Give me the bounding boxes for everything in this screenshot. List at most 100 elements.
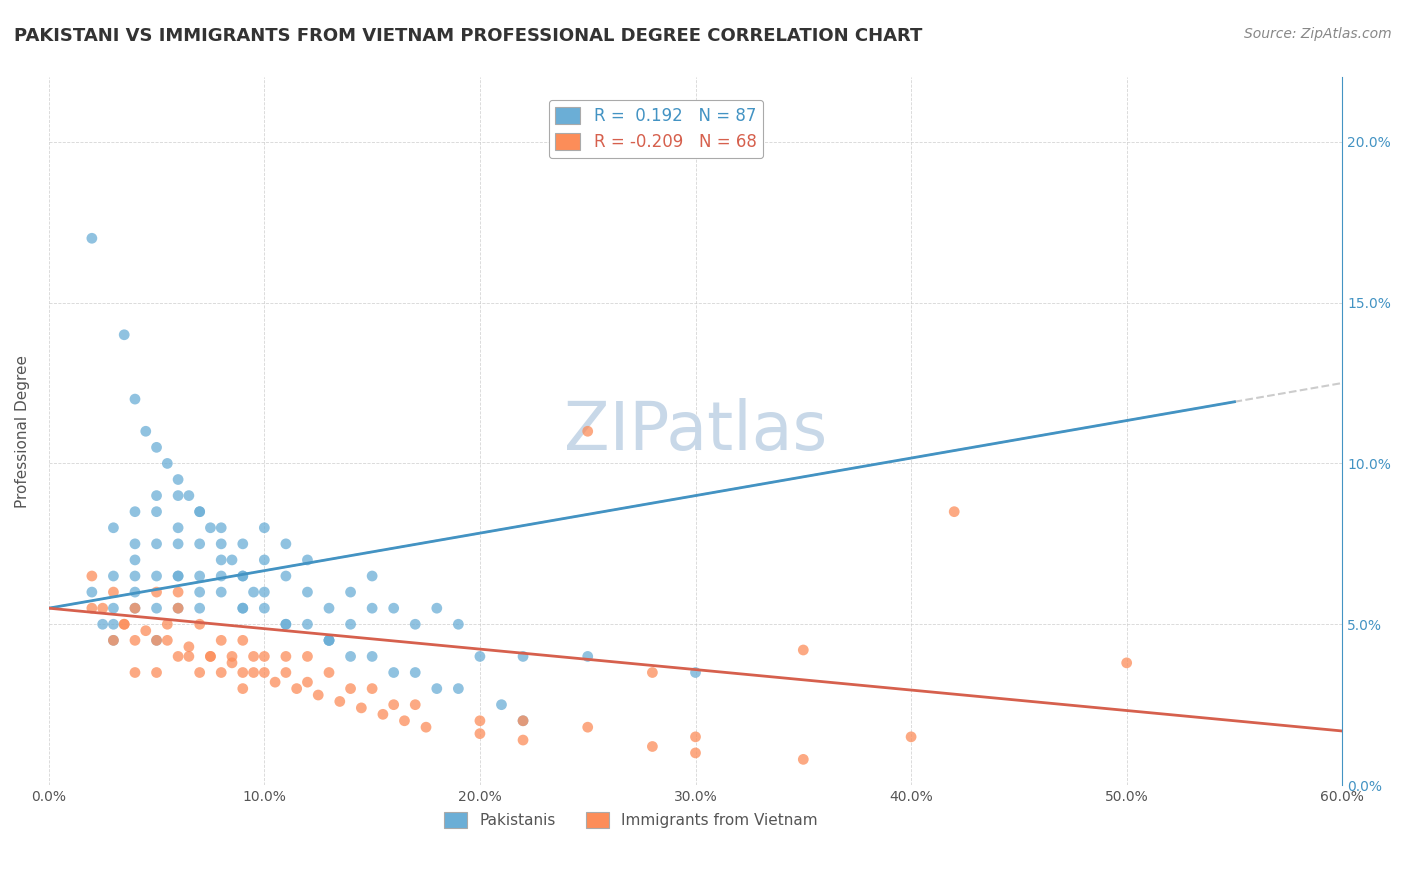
Point (167, 521, 190, 535)
Point (167, 489, 190, 503)
Point (943, 505, 966, 519)
Point (188, 585, 211, 599)
Point (274, 617, 297, 632)
Point (297, 617, 319, 632)
Point (232, 601, 254, 615)
Point (145, 665, 167, 680)
Point (404, 665, 426, 680)
Point (112, 617, 135, 632)
Point (274, 569, 297, 583)
Point (274, 649, 297, 664)
Point (145, 633, 167, 648)
Point (209, 665, 232, 680)
Point (145, 585, 167, 599)
Point (350, 701, 373, 715)
Point (242, 649, 264, 664)
Point (512, 733, 534, 747)
Point (135, 624, 157, 638)
Point (221, 553, 243, 567)
Point (382, 665, 405, 680)
Point (135, 424, 157, 438)
Point (209, 569, 232, 583)
Legend: Pakistanis, Immigrants from Vietnam: Pakistanis, Immigrants from Vietnam (437, 805, 824, 834)
Point (512, 649, 534, 664)
Point (297, 585, 319, 599)
Point (404, 617, 426, 632)
Point (285, 681, 308, 696)
Point (145, 537, 167, 551)
Point (91, 601, 114, 615)
Point (404, 698, 426, 712)
Point (103, 633, 125, 648)
Point (103, 633, 125, 648)
Point (103, 569, 125, 583)
Y-axis label: Professional Degree: Professional Degree (15, 355, 30, 508)
Point (80, 601, 103, 615)
Point (124, 537, 146, 551)
Point (318, 601, 340, 615)
Point (124, 392, 146, 406)
Point (318, 633, 340, 648)
Point (124, 505, 146, 519)
Point (274, 617, 297, 632)
Point (188, 537, 211, 551)
Point (307, 688, 329, 702)
Point (253, 649, 276, 664)
Point (447, 681, 470, 696)
Point (274, 665, 297, 680)
Point (253, 601, 276, 615)
Point (209, 537, 232, 551)
Point (209, 585, 232, 599)
Point (318, 633, 340, 648)
Point (339, 681, 361, 696)
Point (232, 681, 254, 696)
Point (112, 327, 135, 342)
Point (103, 521, 125, 535)
Point (209, 521, 232, 535)
Point (156, 457, 179, 471)
Point (221, 656, 243, 670)
Point (361, 601, 384, 615)
Point (382, 601, 405, 615)
Point (124, 601, 146, 615)
Point (242, 585, 264, 599)
Point (900, 730, 922, 744)
Point (145, 505, 167, 519)
Point (339, 649, 361, 664)
Point (361, 649, 384, 664)
Point (124, 665, 146, 680)
Point (468, 714, 491, 728)
Point (232, 569, 254, 583)
Point (264, 675, 287, 690)
Point (1115, 656, 1137, 670)
Point (685, 730, 707, 744)
Point (232, 633, 254, 648)
Point (512, 714, 534, 728)
Point (274, 537, 297, 551)
Point (576, 424, 599, 438)
Point (209, 633, 232, 648)
Point (91, 617, 114, 632)
Point (232, 569, 254, 583)
Point (188, 617, 211, 632)
Point (339, 585, 361, 599)
Point (124, 553, 146, 567)
Point (232, 665, 254, 680)
Point (221, 649, 243, 664)
Point (124, 633, 146, 648)
Point (145, 441, 167, 455)
Point (112, 617, 135, 632)
Point (297, 553, 319, 567)
Point (80, 231, 103, 245)
Point (103, 601, 125, 615)
Point (167, 601, 190, 615)
Point (177, 489, 200, 503)
Point (297, 649, 319, 664)
Point (382, 698, 405, 712)
Point (200, 649, 222, 664)
Point (232, 601, 254, 615)
Point (167, 585, 190, 599)
Point (188, 505, 211, 519)
Point (209, 553, 232, 567)
Point (167, 649, 190, 664)
